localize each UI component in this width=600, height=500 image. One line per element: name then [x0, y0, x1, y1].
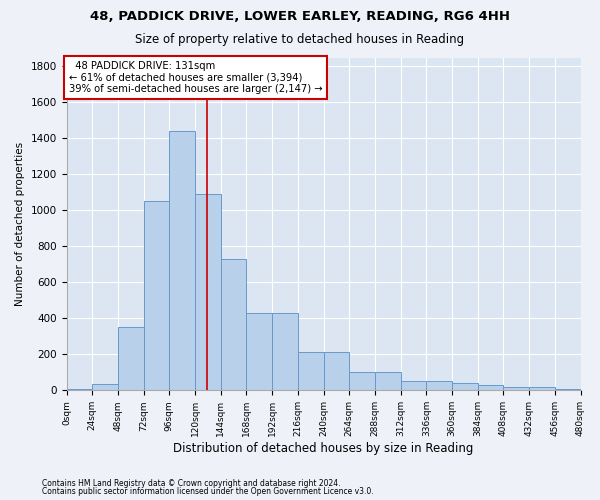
- Bar: [118, 328, 143, 390]
- Bar: [375, 372, 401, 390]
- Bar: [143, 202, 169, 390]
- Bar: [529, 386, 555, 390]
- Bar: [478, 385, 503, 390]
- Bar: [323, 352, 349, 391]
- Bar: [247, 313, 272, 390]
- Text: Contains public sector information licensed under the Open Government Licence v3: Contains public sector information licen…: [42, 487, 374, 496]
- Bar: [169, 132, 195, 390]
- Text: Contains HM Land Registry data © Crown copyright and database right 2024.: Contains HM Land Registry data © Crown c…: [42, 478, 341, 488]
- Y-axis label: Number of detached properties: Number of detached properties: [15, 142, 25, 306]
- Text: 48 PADDICK DRIVE: 131sqm
← 61% of detached houses are smaller (3,394)
39% of sem: 48 PADDICK DRIVE: 131sqm ← 61% of detach…: [68, 61, 322, 94]
- Bar: [92, 384, 118, 390]
- Bar: [401, 382, 427, 390]
- Bar: [503, 386, 529, 390]
- Bar: [349, 372, 375, 390]
- Text: Size of property relative to detached houses in Reading: Size of property relative to detached ho…: [136, 32, 464, 46]
- Bar: [67, 388, 92, 390]
- Bar: [221, 259, 247, 390]
- Text: 48, PADDICK DRIVE, LOWER EARLEY, READING, RG6 4HH: 48, PADDICK DRIVE, LOWER EARLEY, READING…: [90, 10, 510, 23]
- Bar: [452, 383, 478, 390]
- Bar: [195, 194, 221, 390]
- Bar: [272, 313, 298, 390]
- X-axis label: Distribution of detached houses by size in Reading: Distribution of detached houses by size …: [173, 442, 474, 455]
- Bar: [298, 352, 323, 391]
- Bar: [427, 382, 452, 390]
